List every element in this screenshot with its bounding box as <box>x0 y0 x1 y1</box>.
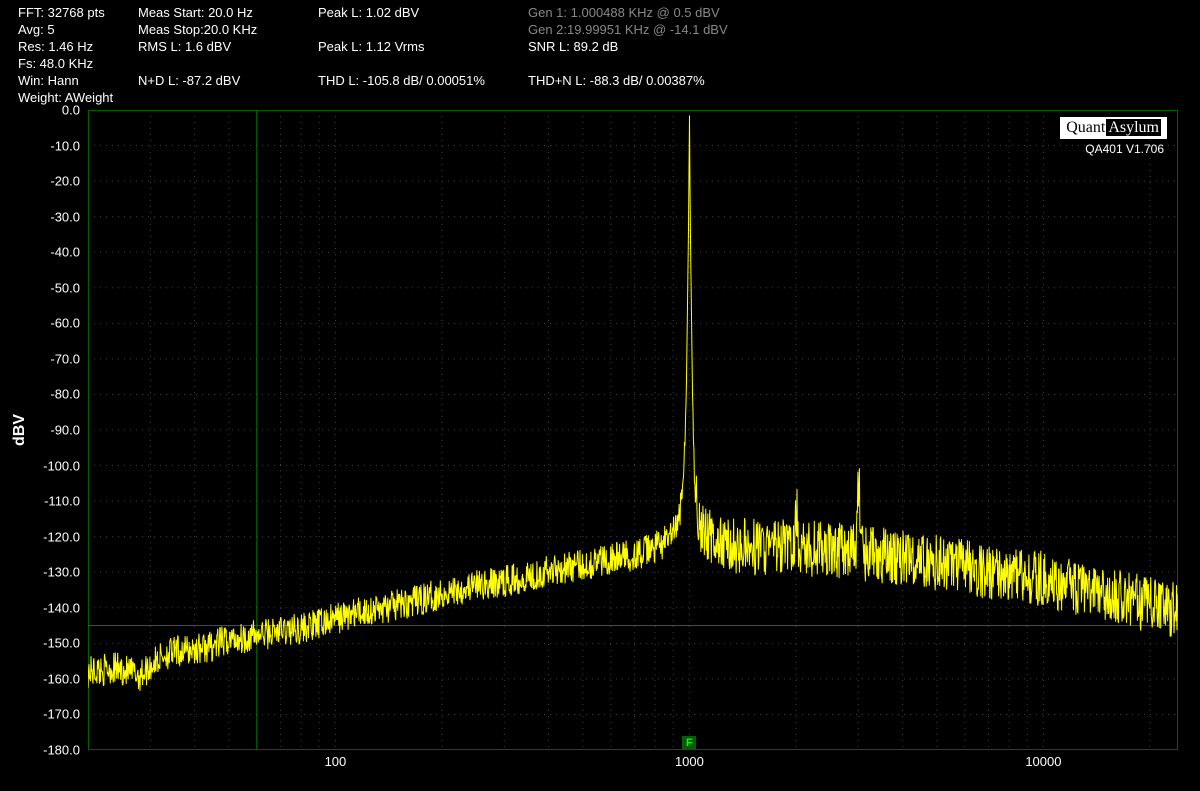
y-tick-label: -10.0 <box>50 138 80 153</box>
header-col-2: Meas Start: 20.0 HzMeas Stop:20.0 KHzRMS… <box>138 4 257 106</box>
y-tick-label: -170.0 <box>43 707 80 722</box>
y-tick-label: -100.0 <box>43 458 80 473</box>
fundamental-marker: F <box>682 736 696 750</box>
y-tick-label: -20.0 <box>50 174 80 189</box>
y-tick-label: -50.0 <box>50 280 80 295</box>
x-tick-label: 1000 <box>675 754 704 769</box>
header-value: SNR L: 89.2 dB <box>528 38 728 55</box>
y-tick-label: 0.0 <box>62 103 80 118</box>
x-tick-label: 100 <box>325 754 347 769</box>
y-tick-label: -160.0 <box>43 671 80 686</box>
y-tick-label: -120.0 <box>43 529 80 544</box>
header-col-4: Gen 1: 1.000488 KHz @ 0.5 dBVGen 2:19.99… <box>528 4 728 106</box>
header-value <box>528 55 728 72</box>
y-tick-label: -140.0 <box>43 600 80 615</box>
header-value: N+D L: -87.2 dBV <box>138 72 257 89</box>
header-col-3: Peak L: 1.02 dBV Peak L: 1.12 Vrms THD L: … <box>318 4 485 106</box>
header-value: Win: Hann <box>18 72 113 89</box>
y-tick-label: -40.0 <box>50 245 80 260</box>
fft-plot-svg <box>88 110 1178 750</box>
header-value <box>318 55 485 72</box>
y-tick-label: -150.0 <box>43 636 80 651</box>
y-tick-label: -60.0 <box>50 316 80 331</box>
header-col-1: FFT: 32768 ptsAvg: 5Res: 1.46 HzFs: 48.0… <box>18 4 113 106</box>
logo-text-2: Asylum <box>1106 119 1161 136</box>
y-tick-label: -30.0 <box>50 209 80 224</box>
header-value: Meas Start: 20.0 Hz <box>138 4 257 21</box>
y-tick-label: -130.0 <box>43 565 80 580</box>
header-value: Meas Stop:20.0 KHz <box>138 21 257 38</box>
header-value <box>528 89 728 106</box>
header-value: Peak L: 1.02 dBV <box>318 4 485 21</box>
header-value: Res: 1.46 Hz <box>18 38 113 55</box>
app-version: QA401 V1.706 <box>1085 142 1164 156</box>
logo-text-1: Quant <box>1066 119 1105 136</box>
header-value <box>138 89 257 106</box>
header-value: Avg: 5 <box>18 21 113 38</box>
quantasylum-logo: QuantAsylum <box>1059 116 1168 140</box>
fft-plot: QuantAsylum QA401 V1.706 F <box>88 110 1178 750</box>
x-axis-ticks: 100 1000 10000 <box>88 754 1178 774</box>
y-tick-label: -180.0 <box>43 743 80 758</box>
header-value: THD+N L: -88.3 dB/ 0.00387% <box>528 72 728 89</box>
header-value <box>318 89 485 106</box>
y-axis-label: dBV <box>8 110 32 750</box>
y-tick-label: -90.0 <box>50 423 80 438</box>
header-value: Gen 1: 1.000488 KHz @ 0.5 dBV <box>528 4 728 21</box>
header-value <box>138 55 257 72</box>
y-axis-ticks: 0.0-10.0-20.0-30.0-40.0-50.0-60.0-70.0-8… <box>32 110 84 750</box>
header-value: Peak L: 1.12 Vrms <box>318 38 485 55</box>
header-value: Fs: 48.0 KHz <box>18 55 113 72</box>
y-tick-label: -110.0 <box>44 494 80 509</box>
y-tick-label: -80.0 <box>50 387 80 402</box>
y-tick-label: -70.0 <box>50 351 80 366</box>
header-value: RMS L: 1.6 dBV <box>138 38 257 55</box>
header-value: FFT: 32768 pts <box>18 4 113 21</box>
header-value: THD L: -105.8 dB/ 0.00051% <box>318 72 485 89</box>
header-value <box>318 21 485 38</box>
header-value: Gen 2:19.99951 KHz @ -14.1 dBV <box>528 21 728 38</box>
x-tick-label: 10000 <box>1025 754 1061 769</box>
y-axis-label-text: dBV <box>11 414 29 446</box>
